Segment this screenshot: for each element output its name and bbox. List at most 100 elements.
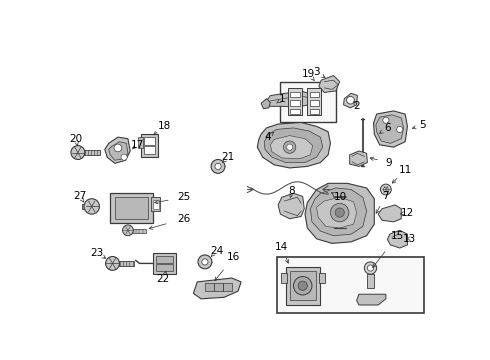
Text: 19: 19 [302, 69, 316, 79]
Circle shape [122, 225, 133, 236]
Circle shape [330, 203, 349, 222]
Text: 25: 25 [177, 192, 191, 202]
Polygon shape [194, 278, 241, 299]
Circle shape [381, 184, 391, 195]
Bar [83, 150, 100, 155]
Circle shape [106, 256, 120, 270]
Text: 22: 22 [157, 274, 170, 284]
Bar [368, 274, 373, 288]
Bar [138, 137, 143, 148]
Text: 11: 11 [398, 165, 412, 175]
Bar [319, 273, 325, 283]
Text: 3: 3 [313, 67, 320, 77]
Bar [132, 229, 146, 233]
Bar [310, 100, 319, 105]
Bar [310, 109, 319, 114]
Circle shape [298, 281, 307, 291]
Bar [307, 88, 321, 115]
Circle shape [384, 187, 388, 192]
Circle shape [397, 126, 403, 132]
Text: 27: 27 [73, 191, 86, 201]
Bar [151, 197, 160, 211]
Polygon shape [311, 188, 367, 236]
Bar [156, 264, 173, 271]
Bar [281, 273, 287, 283]
Polygon shape [373, 111, 408, 147]
Bar [141, 134, 158, 157]
Polygon shape [317, 197, 357, 228]
Text: 8: 8 [289, 186, 295, 196]
Circle shape [383, 117, 389, 123]
Polygon shape [278, 193, 304, 219]
Bar [310, 92, 319, 97]
Bar [280, 82, 336, 122]
Circle shape [335, 208, 344, 217]
Text: 13: 13 [402, 234, 416, 244]
Text: 24: 24 [210, 246, 223, 256]
Text: 12: 12 [401, 208, 414, 217]
Text: 1: 1 [279, 94, 285, 104]
Bar [144, 147, 155, 154]
Polygon shape [109, 142, 128, 160]
Polygon shape [305, 183, 374, 243]
Text: 18: 18 [157, 121, 171, 131]
Circle shape [211, 159, 225, 173]
Circle shape [121, 154, 127, 160]
Circle shape [283, 141, 296, 153]
Text: 4: 4 [265, 132, 271, 142]
Bar [288, 88, 302, 115]
Polygon shape [357, 294, 386, 305]
Polygon shape [270, 136, 313, 159]
Polygon shape [376, 115, 404, 143]
Bar [276, 257, 424, 313]
Bar [291, 271, 316, 300]
Circle shape [198, 255, 212, 269]
Circle shape [71, 145, 85, 159]
Text: 23: 23 [91, 248, 104, 258]
Bar [82, 204, 93, 209]
Circle shape [202, 259, 208, 265]
Bar [119, 261, 134, 266]
Bar [286, 266, 320, 305]
Bar [110, 193, 152, 222]
Text: 20: 20 [69, 134, 82, 144]
Text: 10: 10 [334, 192, 347, 202]
Text: 17: 17 [130, 140, 144, 150]
Text: 2: 2 [353, 101, 360, 111]
Text: 16: 16 [227, 252, 240, 262]
Circle shape [215, 163, 221, 170]
Polygon shape [105, 137, 130, 163]
Circle shape [114, 144, 122, 152]
Bar [153, 253, 176, 274]
Polygon shape [350, 151, 368, 166]
Circle shape [287, 144, 293, 150]
Bar [291, 92, 300, 97]
Bar [115, 197, 148, 219]
Polygon shape [257, 122, 330, 168]
Bar [144, 137, 155, 145]
Bar [291, 100, 300, 105]
Bar [291, 109, 300, 114]
Polygon shape [388, 230, 408, 248]
Polygon shape [343, 93, 357, 108]
Polygon shape [261, 99, 270, 109]
Text: 15: 15 [391, 231, 404, 241]
Circle shape [365, 262, 377, 274]
Text: 5: 5 [419, 120, 426, 130]
Circle shape [368, 265, 373, 271]
Polygon shape [319, 76, 340, 93]
Bar [156, 256, 173, 263]
Text: 7: 7 [383, 191, 389, 201]
Text: 9: 9 [386, 158, 392, 167]
Bar [152, 199, 159, 209]
Circle shape [294, 276, 312, 295]
Circle shape [84, 199, 99, 214]
Text: 6: 6 [384, 123, 391, 133]
Text: 26: 26 [177, 214, 191, 224]
Polygon shape [267, 91, 315, 107]
Polygon shape [378, 205, 401, 222]
Text: 21: 21 [221, 152, 235, 162]
Circle shape [346, 96, 354, 104]
Text: 14: 14 [275, 242, 289, 252]
Polygon shape [264, 128, 323, 163]
